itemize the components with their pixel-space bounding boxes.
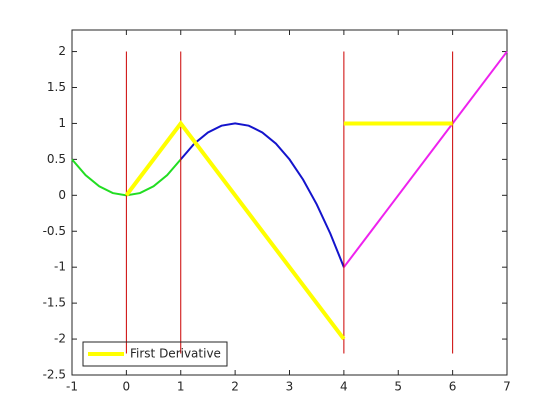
y-tick-label: 2 (58, 44, 66, 58)
y-tick-label: -1 (54, 260, 66, 274)
y-tick-label: 0 (58, 188, 66, 202)
y-tick-label: 0.5 (47, 152, 66, 166)
x-tick-label: 7 (503, 380, 511, 394)
y-tick-label: 1.5 (47, 80, 66, 94)
series-line (179, 122, 345, 268)
x-tick-label: 4 (340, 380, 348, 394)
x-tick-label: 1 (177, 380, 185, 394)
x-tick-label: 6 (449, 380, 457, 394)
y-tick-label: -1.5 (43, 296, 66, 310)
y-tick-label: -2.5 (43, 368, 66, 382)
y-tick-label: -2 (54, 332, 66, 346)
legend-box (82, 341, 228, 367)
y-tick-label: -0.5 (43, 224, 66, 238)
y-tick-label: 1 (58, 116, 66, 130)
x-tick-label: 2 (231, 380, 239, 394)
x-tick-label: 5 (394, 380, 402, 394)
legend-label: First Derivative (130, 347, 221, 361)
x-tick-label: -1 (66, 380, 78, 394)
x-tick-label: 0 (123, 380, 131, 394)
series-line (124, 120, 453, 341)
x-tick-label: 3 (286, 380, 294, 394)
series-line (343, 50, 508, 268)
